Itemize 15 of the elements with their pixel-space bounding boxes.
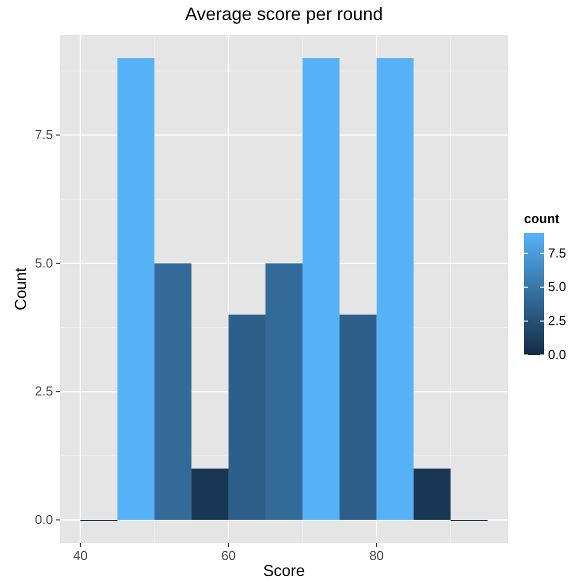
x-tick-label: 80 — [369, 548, 384, 563]
x-axis-title: Score — [263, 563, 305, 580]
x-tick-label: 60 — [221, 548, 236, 563]
y-tick-label: 0.0 — [34, 512, 53, 527]
color-bar-label: 7.5 — [548, 245, 566, 260]
color-bar-title: count — [524, 211, 560, 226]
y-tick-label: 7.5 — [34, 127, 53, 142]
y-axis-title: Count — [13, 267, 30, 310]
y-tick-label: 5.0 — [34, 255, 53, 270]
x-tick-label: 40 — [73, 548, 88, 563]
color-bar-label: 0.0 — [548, 347, 566, 362]
chart-title: Average score per round — [185, 4, 383, 24]
y-tick-label: 2.5 — [34, 384, 53, 399]
color-bar-label: 5.0 — [548, 279, 566, 294]
color-bar-label: 2.5 — [548, 313, 566, 328]
